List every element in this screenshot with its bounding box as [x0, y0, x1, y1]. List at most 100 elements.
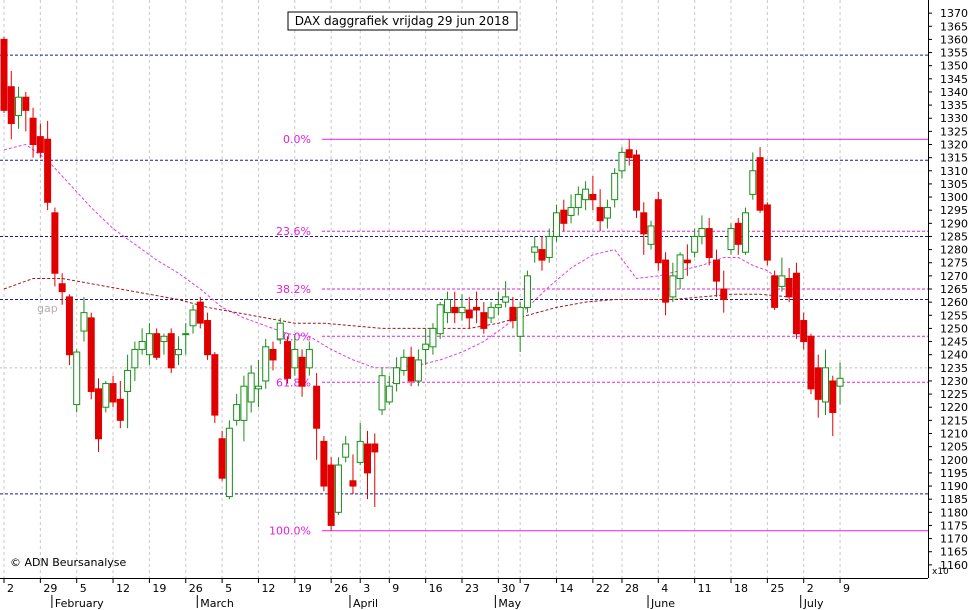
candle-body-59 [429, 327, 437, 348]
y-tick-label-24: 1280 [940, 244, 968, 257]
candle-64 [465, 296, 473, 329]
month-label-2: April [353, 597, 378, 610]
candle-body-99 [720, 288, 728, 301]
candle-115 [836, 362, 844, 405]
candle-body-73 [531, 246, 539, 253]
y-tick-label-18: 1250 [940, 322, 968, 335]
candle-43 [313, 373, 321, 460]
candle-body-44 [320, 440, 328, 487]
candle-105 [763, 202, 771, 266]
candle-83 [603, 199, 611, 229]
candle-102 [742, 207, 750, 255]
x-tick-label-18: 28 [625, 582, 639, 595]
candle-body-46 [334, 464, 342, 513]
y-tick-label-3: 1175 [940, 519, 968, 532]
candle-body-36 [262, 346, 270, 382]
candle-112 [814, 354, 822, 418]
candle-body-66 [480, 312, 488, 329]
candle-0 [0, 36, 8, 113]
candle-1 [7, 70, 15, 140]
candle-7 [51, 207, 59, 287]
y-tick-label-14: 1230 [940, 375, 968, 388]
candle-body-25 [182, 333, 190, 336]
candle-body-83 [603, 207, 611, 219]
candle-11 [80, 296, 88, 342]
candle-body-106 [771, 275, 779, 308]
candle-57 [414, 349, 422, 387]
candle-63 [458, 294, 466, 321]
candle-62 [451, 291, 459, 324]
candle-body-90 [654, 199, 662, 264]
candle-body-16 [116, 398, 124, 421]
candle-body-114 [829, 380, 837, 413]
candle-13 [95, 378, 103, 452]
candle-22 [160, 333, 168, 355]
candle-48 [349, 454, 357, 494]
candle-body-88 [640, 212, 648, 235]
candle-66 [480, 302, 488, 334]
candle-body-89 [647, 225, 655, 245]
candle-25 [182, 323, 190, 355]
candle-19 [138, 328, 146, 355]
candle-70 [509, 296, 517, 329]
candle-body-101 [734, 222, 742, 245]
candle-14 [102, 380, 110, 413]
y-tick-label-10: 1210 [940, 428, 968, 441]
candle-body-34 [247, 372, 255, 403]
candle-38 [276, 317, 284, 345]
candle-body-21 [153, 333, 161, 358]
x-tick-label-22: 25 [770, 582, 784, 595]
candle-73 [531, 236, 539, 263]
candle-body-55 [400, 356, 408, 371]
candle-3 [22, 91, 30, 132]
y-tick-label-23: 1275 [940, 257, 968, 270]
candle-42 [305, 341, 313, 376]
x-tick-label-1: 29 [43, 582, 57, 595]
candle-59 [429, 323, 437, 355]
candle-50 [364, 430, 371, 500]
y-tick-label-5: 1185 [940, 493, 968, 506]
moving-averages [3, 143, 790, 369]
candle-86 [625, 139, 633, 166]
y-tick-label-37: 1345 [940, 73, 968, 86]
candle-95 [691, 228, 699, 258]
candle-72 [523, 270, 531, 313]
candle-body-79 [574, 193, 582, 209]
candle-body-98 [712, 259, 720, 282]
candle-body-33 [240, 385, 248, 421]
candle-28 [204, 312, 212, 360]
candle-46 [334, 457, 342, 515]
candle-body-52 [378, 375, 386, 411]
candle-111 [807, 333, 815, 395]
x-tick-label-5: 26 [189, 582, 203, 595]
candle-54 [393, 357, 401, 392]
x-axis-ticks: 2 29 5 12 19 26 5 12 19 26 3 9 16 23 30 7 14 22 28 4 11 18 25 2… [3, 578, 850, 610]
candle-body-3 [22, 96, 30, 111]
candle-5 [36, 123, 44, 158]
candle-body-15 [109, 383, 117, 403]
y-tick-label-13: 1225 [940, 388, 968, 401]
candle-body-24 [174, 348, 182, 356]
candle-body-85 [618, 151, 626, 172]
month-label-5: July [803, 597, 824, 610]
candle-55 [400, 349, 408, 376]
candle-58 [422, 328, 430, 366]
fib-label-4: 61.8% [276, 376, 311, 389]
candle-body-115 [836, 377, 844, 387]
ma-short-line [3, 143, 783, 369]
y-tick-label-9: 1205 [940, 441, 968, 454]
candle-78 [567, 194, 575, 224]
y-tick-label-40: 1360 [940, 33, 968, 46]
x-tick-label-23: 2 [807, 582, 814, 595]
candle-97 [705, 218, 713, 266]
candle-4 [29, 107, 37, 158]
y-tick-label-2: 1170 [940, 533, 968, 546]
candle-2 [15, 86, 23, 129]
candle-103 [749, 152, 757, 200]
candle-52 [378, 367, 386, 416]
candle-65 [473, 291, 481, 324]
candle-body-110 [800, 320, 808, 343]
month-label-0: February [55, 597, 104, 610]
candle-15 [109, 375, 117, 408]
x-tick-label-3: 12 [116, 582, 130, 595]
